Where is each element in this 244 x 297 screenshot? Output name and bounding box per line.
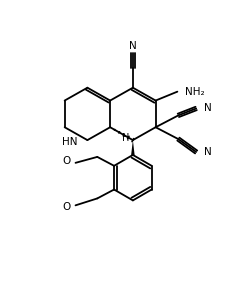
Text: HN: HN	[62, 137, 78, 147]
Text: NH₂: NH₂	[185, 87, 205, 97]
Text: N: N	[129, 41, 137, 51]
Text: N: N	[204, 103, 212, 113]
Text: O: O	[62, 156, 71, 166]
Polygon shape	[131, 140, 135, 155]
Text: O: O	[62, 202, 71, 212]
Text: N: N	[204, 147, 212, 157]
Text: H: H	[122, 133, 129, 143]
